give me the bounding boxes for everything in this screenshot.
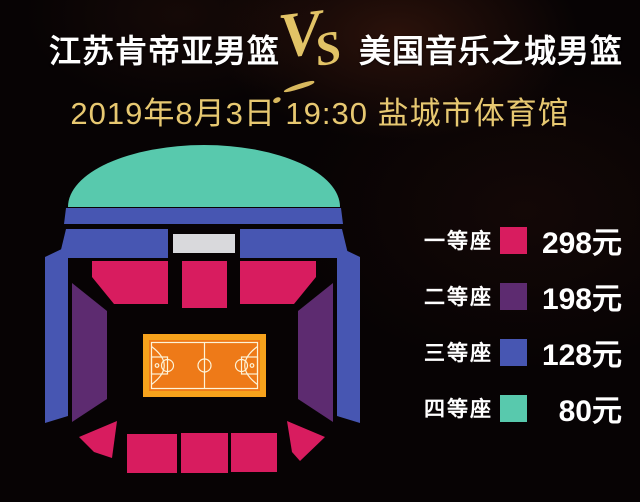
home-team-name: 江苏肯帝亚男篮 [49,33,281,69]
seat-section-first-class-upper-left [92,261,168,304]
legend-label: 三等座 [424,342,493,365]
seat-section-third-class-strip-right [337,246,360,423]
second-class-color-swatch [500,282,527,310]
legend-label: 二等座 [424,286,493,309]
seat-section-second-class-left [72,283,107,422]
legend-row-fourth-class: 四等座 80元 [424,386,622,430]
seat-section-first-class-lower-wedge-right [287,421,325,461]
seat-section-first-class-upper-right [240,261,316,304]
seat-section-first-class-lower-wedge-left [79,421,117,458]
seat-section-third-class-upper-left [59,229,168,258]
third-class-color-swatch [500,338,527,366]
first-class-color-swatch [500,226,527,254]
seat-section-third-class-upper-right [240,229,349,258]
stage-block [173,234,235,253]
seat-section-first-class-lower-3 [231,433,277,472]
legend-row-second-class: 二等座 198元 [424,274,622,318]
legend-price: 298元 [541,227,622,260]
event-date-venue: 2019年8月3日 19:30 盐城市体育馆 [70,96,570,131]
legend-price: 80元 [558,395,622,428]
seat-section-second-class-right [298,283,333,422]
legend-price: 128元 [541,339,622,372]
legend-row-first-class: 一等座 298元 [424,218,622,262]
price-legend: 一等座 298元 二等座 198元 三等座 128元 四等座 80元 [424,218,622,442]
seat-section-first-class-lower-1 [127,434,177,473]
fourth-class-color-swatch [500,394,527,422]
seat-section-fourth-class-dome [68,145,340,207]
basketball-court [143,334,266,397]
legend-label: 四等座 [424,398,493,421]
seat-section-first-class-lower-2 [181,433,228,473]
seat-section-third-class-band [64,208,343,224]
legend-price: 198元 [541,283,622,316]
legend-row-third-class: 三等座 128元 [424,330,622,374]
legend-label: 一等座 [424,230,493,253]
court-line-markings [150,341,259,390]
seat-section-first-class-upper-center [182,261,227,308]
seat-section-third-class-strip-left [45,246,68,423]
away-team-name: 美国音乐之城男篮 [359,33,624,69]
